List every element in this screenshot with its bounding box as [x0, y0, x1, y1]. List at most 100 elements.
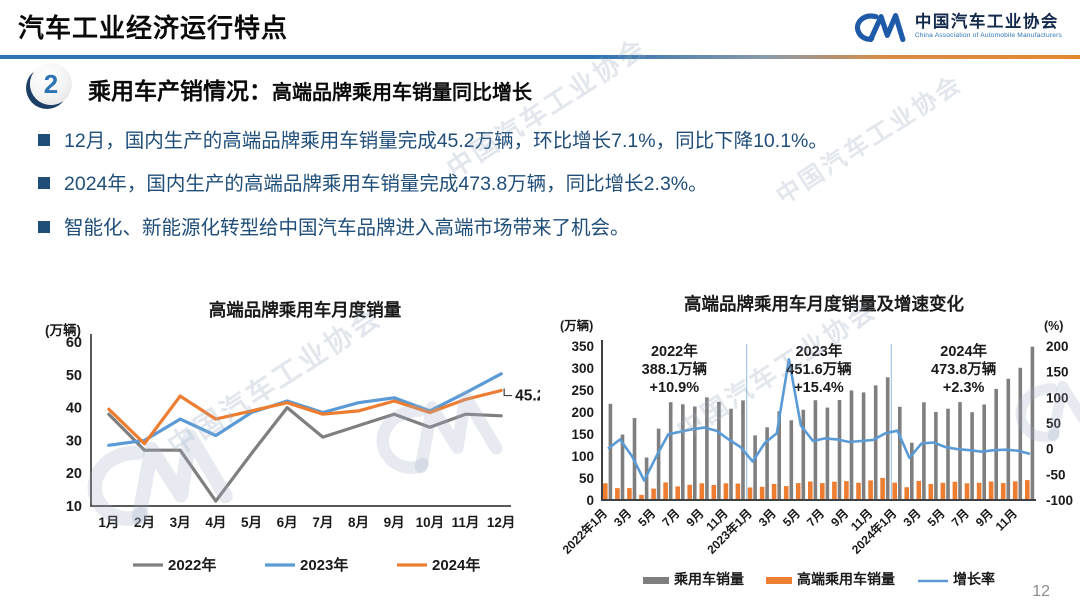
premium-sales-bar	[675, 486, 680, 500]
year-annotation-yoy: +10.9%	[650, 380, 700, 396]
pv-sales-bar	[608, 403, 613, 500]
year-annotation-total: 388.1万辆	[642, 360, 708, 378]
legend-label: 2023年	[300, 556, 348, 574]
left-y-tick: 350	[571, 339, 594, 354]
year-annotation-total: 451.6万辆	[786, 360, 852, 378]
premium-sales-bar	[795, 483, 801, 500]
right-axis-unit: (%)	[1044, 319, 1063, 333]
premium-sales-bar	[880, 477, 885, 500]
year-annotation: 2023年	[796, 342, 843, 360]
bullet-item: 12月，国内生产的高端品牌乘用车销量完成45.2万辆，环比增长7.1%，同比下降…	[38, 128, 1064, 154]
premium-sales-bar	[687, 484, 692, 500]
pv-sales-bar	[825, 407, 830, 500]
pv-sales-bar	[620, 434, 625, 500]
x-tick: 1月	[98, 515, 119, 530]
legend-label: 高端乘用车销量	[797, 571, 895, 587]
pv-sales-bar	[681, 404, 685, 500]
pv-sales-bar	[994, 388, 998, 500]
premium-sales-bar	[904, 487, 909, 500]
pv-sales-bar	[801, 409, 806, 500]
logo-name-en: China Association of Automobile Manufact…	[914, 31, 1062, 39]
premium-sales-bar	[952, 481, 958, 500]
left-y-tick: 50	[579, 471, 594, 486]
premium-sales-bar	[868, 480, 873, 500]
pv-sales-bar	[753, 435, 757, 500]
left-y-tick: 150	[571, 427, 594, 442]
right-y-tick: 100	[1046, 390, 1069, 405]
x-tick: 2月	[134, 515, 155, 530]
premium-sales-bar	[856, 482, 861, 500]
x-tick: 7月	[804, 506, 827, 529]
x-tick: 10月	[416, 515, 445, 530]
premium-sales-bar	[723, 483, 729, 500]
x-tick: 12月	[487, 515, 516, 530]
left-axis-unit: (万辆)	[560, 318, 593, 333]
year-annotation: 2024年	[940, 342, 987, 360]
x-tick: 9月	[683, 506, 706, 529]
premium-sales-bar	[832, 481, 837, 500]
premium-sales-bar	[615, 488, 620, 500]
x-tick: 3月	[756, 506, 779, 529]
series-2022年	[107, 405, 503, 503]
section-title: 乘用车产销情况：	[88, 78, 272, 104]
right-y-tick: -100	[1046, 493, 1073, 508]
x-tick: 9月	[384, 515, 405, 530]
pv-sales-bar	[1006, 378, 1011, 500]
series-2024年	[107, 388, 503, 446]
premium-sales-bar	[699, 483, 705, 500]
pv-sales-bar	[934, 412, 938, 500]
legend-label: 乘用车销量	[673, 571, 744, 587]
section-number-badge: 2	[30, 63, 72, 105]
combo-chart-svg: 高端品牌乘用车月度销量及增速变化 (万辆) (%) 0 50 100 150 200 250 30…	[559, 294, 1073, 587]
bullet-text: 2024年，国内生产的高端品牌乘用车销量完成473.8万辆，同比增长2.3%。	[64, 173, 708, 196]
premium-sales-bar	[747, 487, 753, 500]
premium-sales-bar	[928, 483, 934, 500]
left-y-tick: 100	[571, 449, 594, 464]
year-annotation-total: 473.8万辆	[931, 360, 997, 378]
y-tick: 20	[66, 466, 82, 482]
x-tick: 11月	[993, 506, 1020, 533]
left-y-tick: 250	[571, 383, 594, 398]
right-y-tick: 200	[1046, 339, 1069, 354]
x-tick: 9月	[828, 506, 851, 529]
bullet-marker	[38, 220, 50, 233]
caam-logo-icon	[853, 10, 907, 42]
x-tick: 4月	[205, 515, 226, 530]
pv-sales-bar	[898, 406, 902, 500]
year-annotation-yoy: +15.4%	[794, 380, 844, 396]
x-tick: 5月	[241, 515, 262, 530]
x-tick: 9月	[973, 506, 996, 529]
section-title-row: 乘用车产销情况：高端品牌乘用车销量同比增长	[88, 72, 532, 106]
year-annotation: 2022年	[651, 342, 698, 360]
growth-rate-line	[607, 358, 1031, 482]
y-tick: 10	[66, 499, 82, 515]
premium-sales-bar	[808, 481, 813, 500]
pv-sales-bar	[644, 457, 649, 500]
pv-sales-bar	[668, 402, 673, 500]
x-tick: 5月	[780, 506, 803, 529]
end-label-leader	[503, 388, 513, 397]
y-tick: 40	[66, 401, 82, 417]
premium-sales-bar	[892, 482, 897, 500]
legend-label: 2024年	[432, 556, 480, 574]
pv-sales-bar	[946, 408, 950, 500]
right-y-tick: 0	[1046, 442, 1054, 457]
pv-sales-bar	[837, 400, 842, 500]
x-tick: 5月	[925, 506, 948, 529]
pv-sales-bar	[910, 442, 914, 500]
x-tick: 8月	[348, 515, 369, 530]
premium-sales-bar	[1000, 483, 1006, 500]
legend-label: 增长率	[953, 571, 995, 587]
year-annotation-yoy: +2.3%	[943, 380, 985, 396]
left-y-tick: 200	[571, 405, 594, 420]
pv-sales-bar	[873, 385, 878, 500]
premium-sales-bar	[1012, 481, 1018, 500]
x-tick: 3月	[900, 506, 923, 529]
y-tick: 50	[66, 368, 82, 384]
bullet-text: 12月，国内生产的高端品牌乘用车销量完成45.2万辆，环比增长7.1%，同比下降…	[64, 130, 828, 152]
pv-sales-bar	[1030, 346, 1035, 500]
premium-sales-bar	[735, 483, 741, 500]
y-tick: 60	[66, 335, 82, 351]
y-tick: 30	[66, 433, 82, 449]
x-tick: 11月	[452, 515, 480, 530]
